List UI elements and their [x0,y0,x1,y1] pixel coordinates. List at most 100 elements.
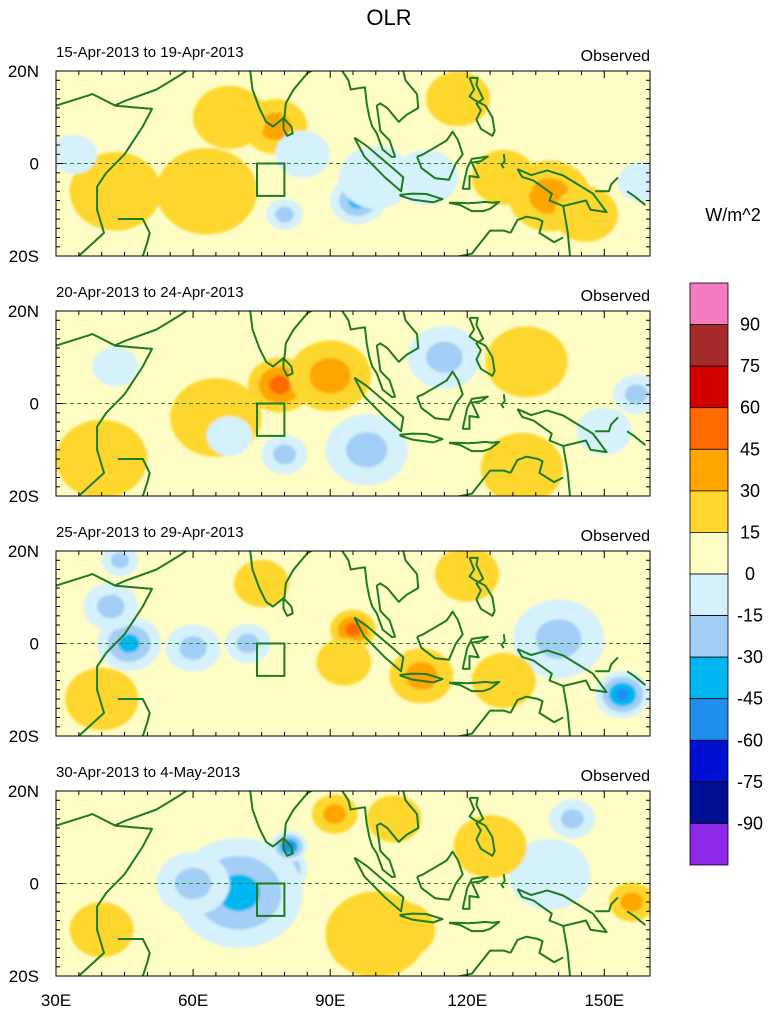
anomaly-6-level--30 [560,809,584,829]
coastline-18 [455,709,511,736]
colorbar-swatch [689,448,729,492]
y-tick-label: 20N [8,782,39,801]
coastline-7 [399,432,444,444]
coastline-10 [468,76,496,137]
anomaly-14-level-15 [234,559,289,608]
coastline-16 [562,205,571,256]
anomaly-16-level-15 [435,551,500,602]
coastline-19 [117,938,151,976]
colorbar-swatch [689,698,729,741]
panel-2-axes: 20N 0 20S [8,302,651,506]
region-box [256,882,286,917]
y-tick-label: 20N [8,542,39,561]
coastline-11 [516,168,608,214]
y-tick-label: 20N [8,302,39,321]
colorbar-swatch [689,365,729,409]
chart-title: OLR [366,5,411,30]
anomaly-10-level-45 [345,623,361,637]
anomaly-7-level--15 [508,838,591,910]
y-tick-label: 0 [30,875,39,894]
panel-4-field [56,791,650,976]
colorbar-swatch [689,573,729,616]
panel-3-axes: 20N 0 20S [8,542,651,746]
panel-2-period: 20-Apr-2013 to 24-Apr-2013 [56,284,244,301]
colorbar-label: -15 [737,606,763,626]
coastline-7 [399,912,444,924]
panel-4-label: Observed [581,768,650,785]
coastline-8 [416,130,464,181]
anomaly-9-level-15 [325,891,427,976]
region-box [256,162,286,197]
anomaly-15-level--15 [618,162,650,202]
coastline-6 [353,136,405,193]
anomaly-12-level-30 [620,892,644,912]
coastline-5 [341,311,420,398]
colorbar-label: 0 [745,564,755,584]
coastline-4 [282,117,294,137]
coastline-15 [626,190,647,206]
anomaly-13-level-15 [471,653,536,708]
colorbar-swatch [689,324,729,367]
anomaly-4-level-15 [56,419,148,496]
coastline-17 [509,935,564,964]
anomaly-10-level--15 [339,146,413,209]
colorbar-swatch [689,282,729,325]
coastline-6 [353,376,405,433]
coastline-7 [399,672,444,684]
coastline-19 [117,458,151,496]
coastline-15 [626,910,647,926]
colorbar-swatch [689,739,729,783]
x-tick-label: 30E [41,991,71,1010]
coastline-16 [562,445,571,496]
colorbar-label: 75 [740,356,760,376]
anomaly-2-level--60 [615,688,630,701]
coastline-15 [626,670,647,686]
coastline-5 [341,71,420,158]
colorbar-label: -75 [737,772,763,792]
panel-2-label: Observed [581,288,650,305]
coastline-19 [117,698,151,736]
anomaly-5-level--30 [174,867,212,900]
coastline-13 [500,874,506,889]
colorbar-swatch [689,407,729,450]
anomaly-13-level-15 [366,795,422,843]
panel-1: 15-Apr-2013 to 19-Apr-2013 Observed 20N 0… [8,44,651,266]
coastline-15 [626,430,647,446]
coastline-12 [448,680,501,693]
anomaly-11-level-15 [316,638,372,686]
anomaly-4-level--30 [535,619,582,659]
anomaly-11-level--15 [275,130,331,178]
coastline-10 [468,316,496,377]
colorbar-label: 90 [740,315,760,335]
y-tick-label: 0 [30,635,39,654]
panel-3-label: Observed [581,528,650,545]
coastline-6 [353,616,405,673]
anomaly-6-level-15 [481,432,564,496]
colorbar-label: 45 [740,439,760,459]
x-tick-label: 150E [584,991,624,1010]
coastline-3 [225,71,314,128]
panel-1-axes: 20N 0 20S [8,62,651,266]
coastline-6 [353,856,405,913]
coastline-12 [448,200,501,213]
coastline-13 [500,154,506,169]
anomaly-5-level-15 [485,326,568,398]
panel-2: 20-Apr-2013 to 24-Apr-2013 Observed 20N 0… [8,284,651,506]
coastline-5 [341,551,420,638]
panel-4: 30-Apr-2013 to 4-May-2013 Observed 20N02… [8,764,651,986]
y-tick-label: 20S [9,487,39,506]
anomaly-contours [65,551,650,731]
colorbar-label: -60 [737,730,763,750]
anomaly-2-level-30 [309,358,351,394]
colorbar-swatch [689,781,729,824]
coastline-11 [516,888,608,934]
anomaly-15-level-15 [65,667,139,731]
coastline-17 [509,215,564,244]
coastline-3 [225,311,314,368]
coastline-2 [114,791,187,827]
coastline-12 [448,920,501,933]
coastline-8 [416,610,464,661]
anomaly-10-level-30 [323,804,347,824]
coastline-14 [595,896,619,913]
